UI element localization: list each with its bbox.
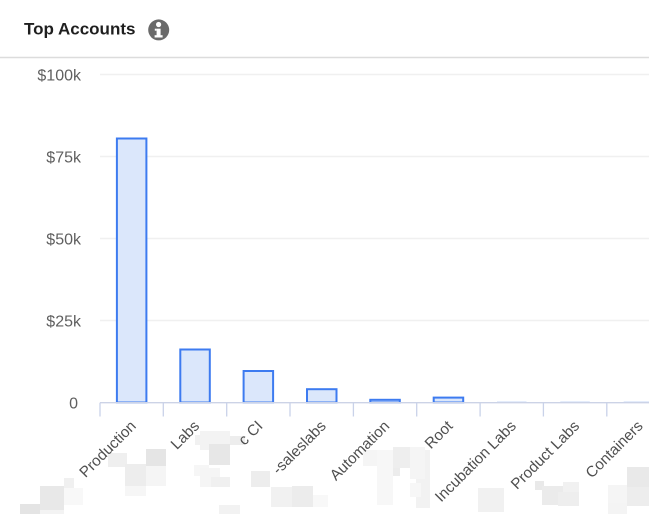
- svg-text:Top Accounts: Top Accounts: [24, 20, 135, 39]
- svg-text:$100k: $100k: [37, 67, 82, 84]
- svg-text:$50k: $50k: [46, 231, 82, 248]
- svg-text:$25k: $25k: [46, 313, 82, 330]
- svg-text:0: 0: [69, 395, 78, 412]
- svg-text:$75k: $75k: [46, 149, 82, 166]
